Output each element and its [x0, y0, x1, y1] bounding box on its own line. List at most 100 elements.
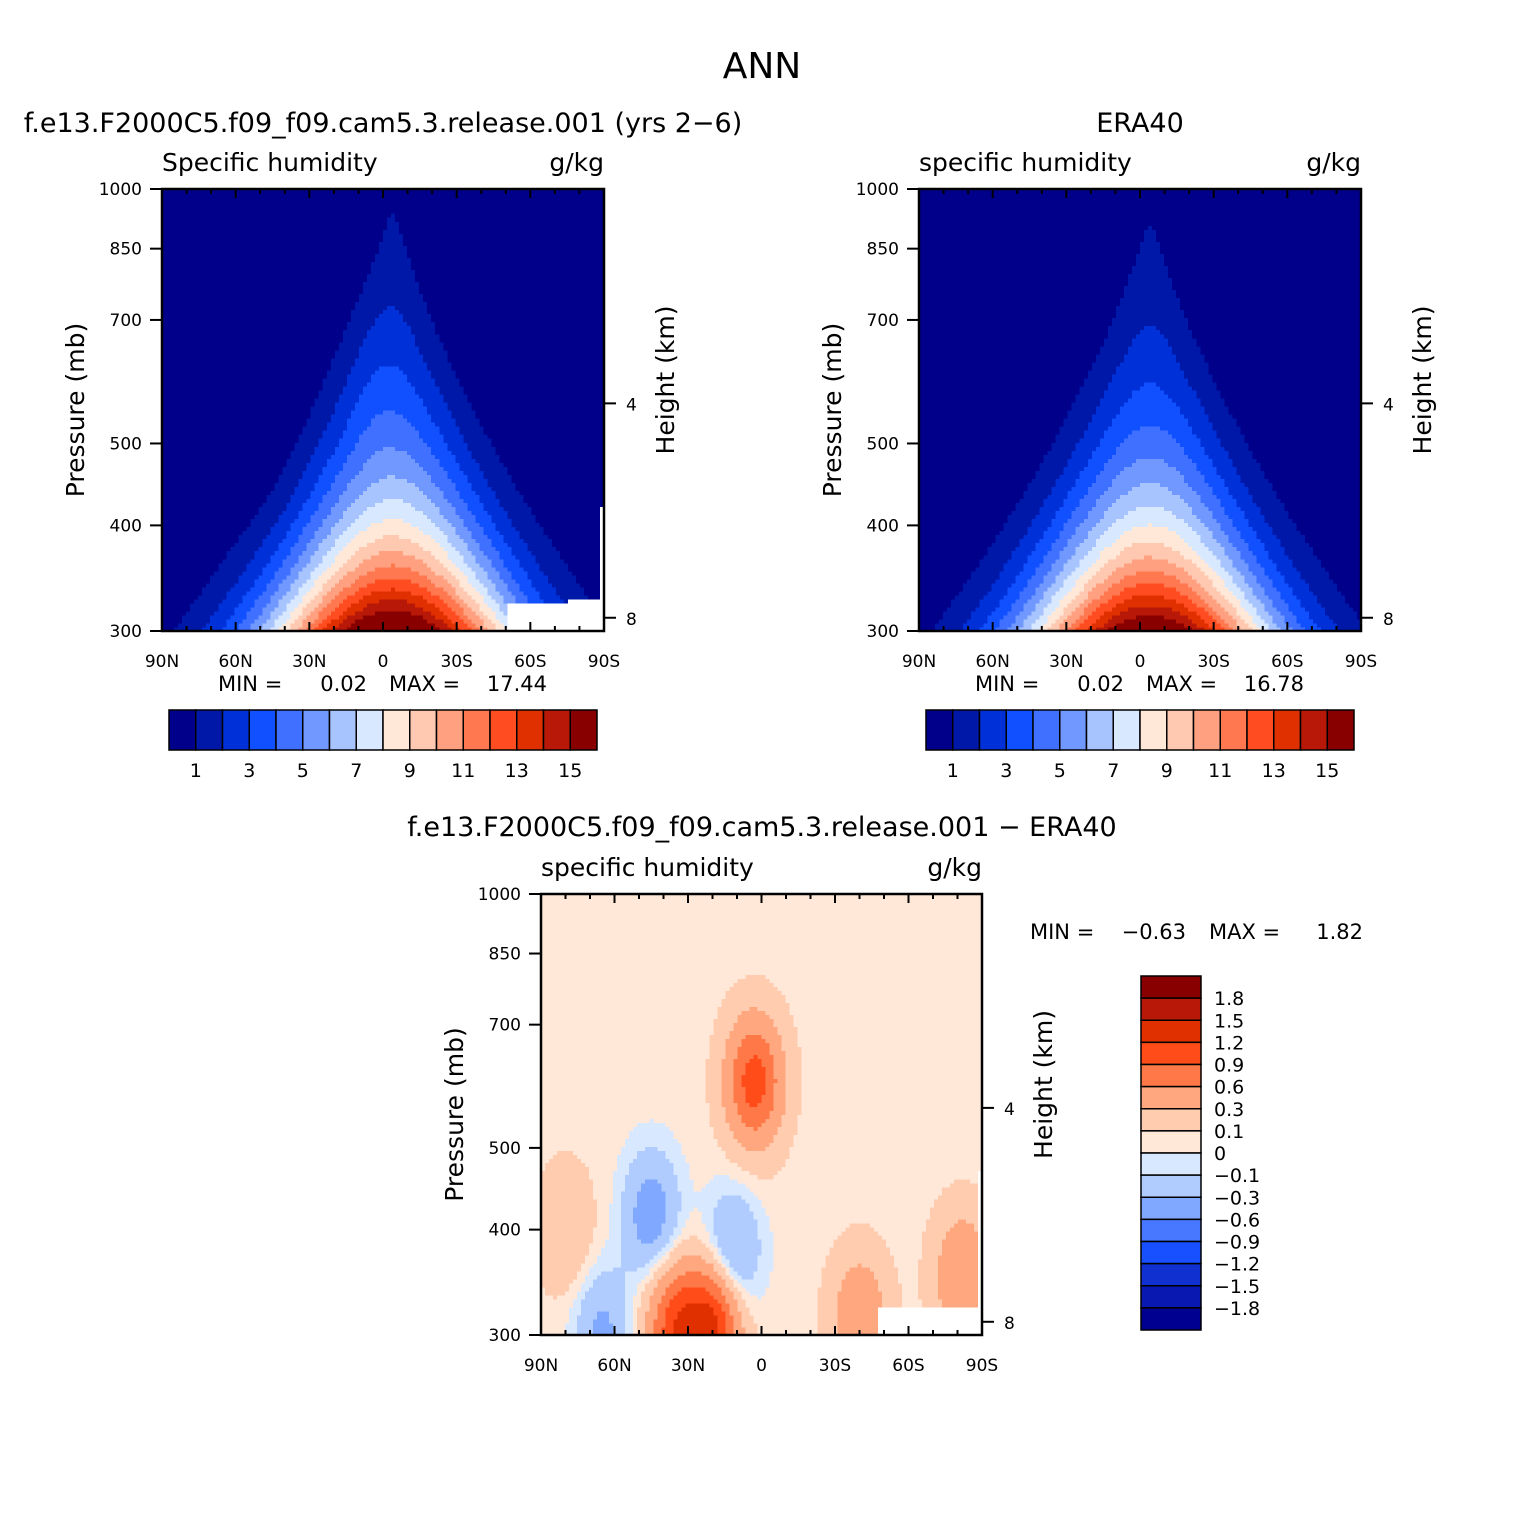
contour-cell: [270, 555, 275, 560]
contour-cell: [270, 297, 275, 302]
contour-cell: [279, 406, 284, 411]
contour-cell: [262, 498, 267, 503]
contour-cell: [331, 350, 336, 355]
contour-cell: [319, 326, 324, 331]
contour-cell: [339, 201, 344, 206]
contour-cell: [327, 241, 332, 246]
contour-cell: [190, 527, 195, 532]
contour-cell: [319, 285, 324, 290]
contour-cell: [275, 217, 280, 222]
contour-cell: [238, 410, 243, 415]
contour-cell: [190, 506, 195, 511]
contour-cell: [214, 418, 219, 423]
contour-cell: [170, 418, 175, 423]
contour-cell: [319, 486, 324, 491]
contour-cell: [283, 414, 288, 419]
contour-cell: [327, 555, 332, 560]
contour-cell: [246, 607, 251, 612]
contour-cell: [307, 555, 312, 560]
contour-cell: [331, 583, 336, 588]
contour-cell: [230, 241, 235, 246]
contour-cell: [234, 446, 239, 451]
contour-cell: [262, 382, 267, 387]
contour-cell: [262, 237, 267, 242]
contour-cell: [226, 221, 231, 226]
contour-cell: [319, 253, 324, 258]
contour-cell: [206, 482, 211, 487]
contour-cell: [331, 575, 336, 580]
contour-cell: [327, 273, 332, 278]
contour-cell: [287, 249, 292, 254]
contour-cell: [331, 563, 336, 568]
contour-cell: [307, 543, 312, 548]
contour-cell: [242, 599, 247, 604]
contour-cell: [339, 326, 344, 331]
contour-cell: [226, 277, 231, 282]
contour-cell: [174, 615, 179, 620]
contour-cell: [262, 474, 267, 479]
contour-cell: [206, 426, 211, 431]
contour-cell: [250, 547, 255, 552]
contour-cell: [327, 362, 332, 367]
contour-cell: [299, 607, 304, 612]
contour-cell: [190, 579, 195, 584]
contour-cell: [291, 374, 296, 379]
contour-cell: [166, 205, 171, 210]
contour-cell: [186, 225, 191, 230]
contour-cell: [222, 406, 227, 411]
contour-cell: [299, 470, 304, 475]
contour-cell: [226, 297, 231, 302]
contour-cell: [299, 297, 304, 302]
contour-cell: [283, 510, 288, 515]
contour-cell: [258, 599, 263, 604]
contour-cell: [258, 326, 263, 331]
contour-cell: [226, 314, 231, 319]
contour-cell: [323, 394, 328, 399]
contour-cell: [295, 217, 300, 222]
contour-cell: [218, 422, 223, 427]
contour-cell: [218, 607, 223, 612]
contour-cell: [246, 418, 251, 423]
contour-cell: [287, 603, 292, 608]
contour-cell: [254, 221, 259, 226]
contour-cell: [323, 406, 328, 411]
contour-cell: [323, 531, 328, 536]
contour-cell: [299, 257, 304, 262]
contour-cell: [202, 442, 207, 447]
contour-cell: [303, 249, 308, 254]
contour-cell: [186, 559, 191, 564]
contour-cell: [275, 579, 280, 584]
contour-cell: [214, 338, 219, 343]
contour-cell: [311, 506, 316, 511]
contour-cell: [299, 370, 304, 375]
contour-cell: [262, 611, 267, 616]
contour-cell: [198, 318, 203, 323]
contour-cell: [250, 205, 255, 210]
contour-cell: [186, 358, 191, 363]
contour-cell: [254, 543, 259, 548]
contour-cell: [186, 490, 191, 495]
contour-cell: [178, 285, 183, 290]
contour-cell: [242, 490, 247, 495]
contour-cell: [323, 302, 328, 307]
contour-cell: [190, 217, 195, 222]
contour-cell: [303, 378, 308, 383]
contour-cell: [295, 490, 300, 495]
contour-cell: [323, 390, 328, 395]
contour-cell: [210, 302, 215, 307]
contour-cell: [327, 591, 332, 596]
contour-cell: [319, 370, 324, 375]
contour-cell: [178, 571, 183, 576]
contour-cell: [331, 245, 336, 250]
contour-cell: [246, 374, 251, 379]
contour-cell: [275, 241, 280, 246]
contour-cell: [295, 370, 300, 375]
contour-cell: [170, 442, 175, 447]
contour-cell: [339, 261, 344, 266]
contour-cell: [210, 221, 215, 226]
contour-cell: [218, 265, 223, 270]
contour-cell: [266, 599, 271, 604]
contour-cell: [190, 346, 195, 351]
contour-cell: [254, 442, 259, 447]
contour-cell: [339, 506, 344, 511]
